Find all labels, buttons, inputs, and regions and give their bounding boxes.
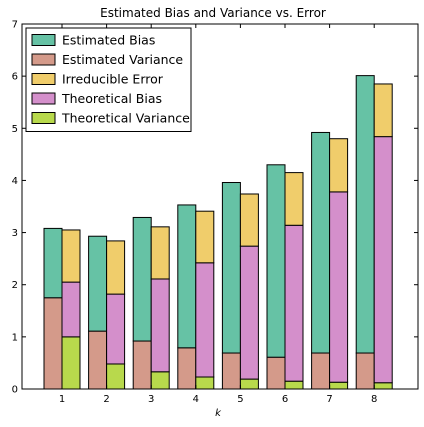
bar-theoretical-bias-k8 — [373, 136, 393, 384]
y-tick-label: 1 — [12, 332, 18, 343]
x-tick-label: 1 — [59, 394, 65, 405]
bar-irreducible-error-k3 — [150, 226, 170, 280]
y-tick-label: 0 — [12, 385, 18, 396]
legend-swatch-estimated-bias — [31, 34, 56, 46]
legend-swatch-theoretical-bias — [31, 92, 56, 105]
bar-theoretical-variance-k6 — [284, 380, 304, 390]
legend-label-irreducible-error: Irreducible Error — [62, 72, 164, 87]
bar-estimated-bias-k6 — [266, 164, 286, 358]
bar-estimated-variance-k4 — [177, 347, 197, 390]
x-tick-label: 5 — [237, 394, 243, 405]
bar-irreducible-error-k2 — [106, 240, 126, 295]
legend: Estimated Bias Estimated Variance Irreduci… — [25, 27, 192, 132]
bar-theoretical-variance-k2 — [106, 363, 126, 390]
x-tick-label: 7 — [326, 394, 332, 405]
y-tick-label: 3 — [12, 228, 18, 239]
bar-estimated-bias-k3 — [132, 216, 152, 342]
axes-layer: 0 1 2 3 4 5 6 7 1 2 3 4 5 6 7 8 — [12, 20, 418, 405]
bar-irreducible-error-k1 — [61, 229, 81, 283]
bar-theoretical-variance-k3 — [150, 371, 170, 390]
bar-estimated-variance-k1 — [43, 297, 63, 390]
bar-irreducible-error-k7 — [329, 138, 349, 193]
bar-irreducible-error-k6 — [284, 172, 304, 226]
bar-estimated-variance-k8 — [355, 352, 375, 390]
legend-label-theoretical-variance: Theoretical Variance — [61, 111, 190, 126]
bar-theoretical-bias-k6 — [284, 224, 304, 382]
legend-label-estimated-bias: Estimated Bias — [62, 33, 155, 48]
x-tick-label: 3 — [148, 394, 154, 405]
bar-theoretical-variance-k8 — [373, 382, 393, 390]
bars-layer — [43, 75, 393, 390]
bar-theoretical-variance-k4 — [195, 376, 215, 390]
legend-label-estimated-variance: Estimated Variance — [62, 52, 183, 67]
bar-theoretical-variance-k5 — [239, 378, 259, 390]
y-tick-label: 4 — [12, 176, 18, 187]
bar-estimated-variance-k2 — [88, 330, 108, 390]
bar-estimated-bias-k2 — [88, 235, 108, 332]
bar-theoretical-bias-k1 — [61, 281, 81, 338]
x-axis-label: k — [215, 408, 222, 419]
bar-estimated-bias-k7 — [311, 131, 331, 354]
x-tick-label: 8 — [371, 394, 377, 405]
bar-estimated-bias-k8 — [355, 75, 375, 354]
x-tick-label: 6 — [282, 394, 288, 405]
legend-label-theoretical-bias: Theoretical Bias — [61, 91, 162, 106]
y-tick-label: 2 — [12, 280, 18, 291]
y-tick-label: 5 — [12, 124, 18, 135]
x-tick-label: 4 — [193, 394, 199, 405]
legend-swatch-estimated-variance — [31, 53, 56, 66]
bar-estimated-variance-k6 — [266, 356, 286, 390]
bar-theoretical-bias-k7 — [329, 191, 349, 383]
bar-irreducible-error-k4 — [195, 210, 215, 264]
bar-estimated-bias-k4 — [177, 204, 197, 349]
bar-theoretical-bias-k4 — [195, 262, 215, 378]
chart-title: Estimated Bias and Variance vs. Error — [100, 6, 326, 20]
y-tick-label: 6 — [12, 72, 18, 83]
legend-swatch-irreducible-error — [31, 73, 56, 85]
bar-theoretical-bias-k3 — [150, 278, 170, 373]
bar-estimated-variance-k3 — [132, 340, 152, 390]
legend-swatch-theoretical-variance — [31, 112, 56, 124]
y-tick-label: 7 — [12, 20, 18, 31]
bar-irreducible-error-k8 — [373, 83, 393, 138]
bar-theoretical-variance-k7 — [329, 381, 349, 390]
bar-theoretical-bias-k2 — [106, 293, 126, 365]
bar-irreducible-error-k5 — [239, 193, 259, 247]
plot-frame — [21, 23, 419, 390]
bar-estimated-bias-k5 — [221, 182, 241, 354]
bar-theoretical-variance-k1 — [61, 336, 81, 390]
bar-estimated-variance-k5 — [221, 352, 241, 390]
x-tick-label: 2 — [103, 394, 109, 405]
bar-estimated-bias-k1 — [43, 227, 63, 299]
bar-theoretical-bias-k5 — [239, 245, 259, 380]
bar-estimated-variance-k7 — [311, 352, 331, 390]
